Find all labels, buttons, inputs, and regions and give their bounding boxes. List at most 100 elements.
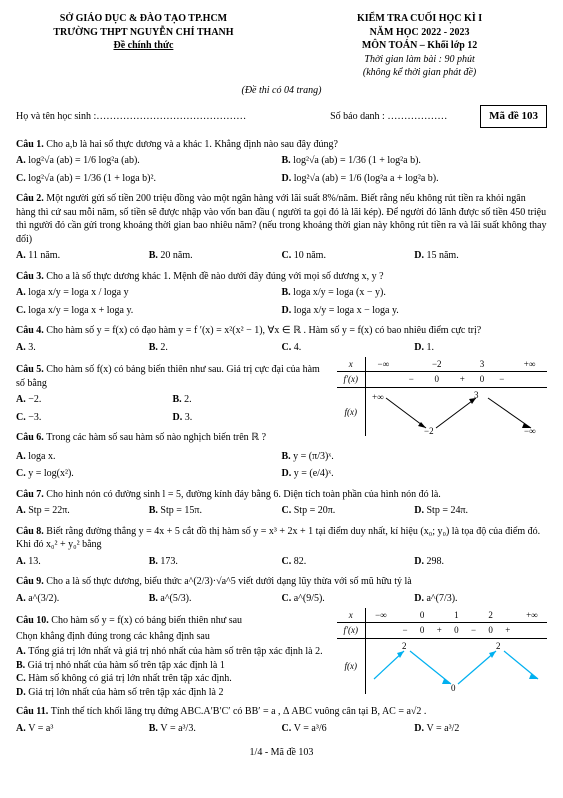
q4: Câu 4. Cho hàm số y = f(x) có đạo hàm y … <box>16 324 547 338</box>
pages-note: (Đề thi có 04 trang) <box>16 84 547 98</box>
q6-opts-2: C. y = log(x²). D. y = (e/4)ˣ. <box>16 466 547 482</box>
q4-d: D. 1. <box>414 340 547 356</box>
q2-opts: A. 11 năm. B. 20 năm. C. 10 năm. D. 15 n… <box>16 248 547 264</box>
q1-text: Cho a,b là hai số thực dương và a khác 1… <box>46 139 338 150</box>
q5-table: x −∞ −2 3 +∞ f′(x) − 0 + 0 − f(x) +∞ <box>337 357 547 447</box>
q3-text: Cho a là số thực dương khác 1. Mệnh đề n… <box>46 271 383 282</box>
q3-d: D. loga x/y = loga x − loga y. <box>282 303 548 319</box>
q2-a: A. 11 năm. <box>16 248 149 264</box>
q11-a: A. V = a³ <box>16 721 149 737</box>
q4-a: A. 3. <box>16 340 149 356</box>
q6: Câu 6. Trong các hàm số sau hàm số nào n… <box>16 431 329 445</box>
svg-text:−2: −2 <box>424 426 434 436</box>
svg-text:2: 2 <box>402 641 407 651</box>
q2-b: B. 20 năm. <box>149 248 282 264</box>
duration-note: (không kể thời gian phát đề) <box>292 66 547 80</box>
svg-text:3: 3 <box>474 390 479 400</box>
q1-b: B. log²√a (ab) = 1/36 (1 + log²a b). <box>282 153 548 169</box>
q3-opts-2: C. loga x/y = loga x + loga y. D. loga x… <box>16 303 547 319</box>
q9-text: Cho a là số thực dương, biểu thức a^(2/3… <box>46 576 411 587</box>
q10: Câu 10. Cho hàm số y = f(x) có bảng biến… <box>16 614 329 628</box>
duration: Thời gian làm bài : 90 phút <box>292 53 547 67</box>
year: NĂM HỌC 2022 - 2023 <box>292 26 547 40</box>
q1-c: C. log²√a (ab) = 1/36 (1 + loga b)². <box>16 171 282 187</box>
name-field: Họ và tên học sinh :……………………………………… <box>16 110 330 124</box>
q3-opts-1: A. loga x/y = loga x / loga y B. loga x/… <box>16 285 547 301</box>
q8: Câu 8. Biết rằng đường thẳng y = 4x + 5 … <box>16 525 547 552</box>
variation-table-2: x −∞ 0 1 2 +∞ f′(x) − 0 + 0 − 0 + f(x) <box>337 608 547 693</box>
q9: Câu 9. Cho a là số thực dương, biểu thức… <box>16 575 547 589</box>
exam-title: KIỂM TRA CUỐI HỌC KÌ I <box>292 12 547 26</box>
q6-a: A. loga x. <box>16 449 282 465</box>
q3-a: A. loga x/y = loga x / loga y <box>16 285 282 301</box>
q10-c: C. Hàm số không có giá trị lớn nhất trên… <box>16 672 329 686</box>
variation-arrows-2: 2 2 0 <box>366 639 546 694</box>
q10-sub: Chọn khẳng định đúng trong các khẳng địn… <box>16 630 329 644</box>
q10-left: Câu 10. Cho hàm số y = f(x) có bảng biến… <box>16 608 329 699</box>
q3-b: B. loga x/y = loga (x − y). <box>282 285 548 301</box>
q7: Câu 7. Cho hình nón có đường sinh l = 5,… <box>16 488 547 502</box>
q11-b: B. V = a³/3. <box>149 721 282 737</box>
q3-c: C. loga x/y = loga x + loga y. <box>16 303 282 319</box>
q5-a: A. −2. <box>16 392 173 408</box>
q9-b: B. a^(5/3). <box>149 591 282 607</box>
q11-c: C. V = a³/6 <box>282 721 415 737</box>
svg-text:2: 2 <box>496 641 501 651</box>
footer: 1/4 - Mã đề 103 <box>16 746 547 760</box>
header-left: SỞ GIÁO DỤC & ĐÀO TẠO TP.HCM TRƯỜNG THPT… <box>16 12 271 80</box>
header: SỞ GIÁO DỤC & ĐÀO TẠO TP.HCM TRƯỜNG THPT… <box>16 12 547 80</box>
q5-b: B. 2. <box>173 392 330 408</box>
q3: Câu 3. Cho a là số thực dương khác 1. Mệ… <box>16 270 547 284</box>
q1-d: D. log²√a (ab) = 1/6 (log²a a + log²a b)… <box>282 171 548 187</box>
dept: SỞ GIÁO DỤC & ĐÀO TẠO TP.HCM <box>16 12 271 26</box>
q4-c: C. 4. <box>282 340 415 356</box>
q10-a: A. Tổng giá trị lớn nhất và giá trị nhỏ … <box>16 645 329 659</box>
q7-d: D. Stp = 24π. <box>414 503 547 519</box>
exam-code: Mã đề 103 <box>480 105 547 128</box>
q2-text: Một người gửi số tiền 200 triệu đồng vào… <box>16 193 546 245</box>
q6-text: Trong các hàm số sau hàm số nào nghịch b… <box>46 432 266 443</box>
q7-b: B. Stp = 15π. <box>149 503 282 519</box>
q6-b: B. y = (π/3)ˣ. <box>282 449 548 465</box>
q7-text: Cho hình nón có đường sinh l = 5, đường … <box>46 489 441 500</box>
q1-opts-1: A. log²√a (ab) = 1/6 log²a (ab). B. log²… <box>16 153 547 169</box>
variation-table-1: x −∞ −2 3 +∞ f′(x) − 0 + 0 − f(x) +∞ <box>337 357 547 435</box>
q8-b: B. 173. <box>149 554 282 570</box>
q5-left: Câu 5. Cho hàm số f(x) có bảng biến thiê… <box>16 357 329 447</box>
q5-wrap: Câu 5. Cho hàm số f(x) có bảng biến thiê… <box>16 357 547 447</box>
q4-text: Cho hàm số y = f(x) có đạo hàm y = f ′(x… <box>46 325 481 336</box>
q5-text: Cho hàm số f(x) có bảng biến thiên như s… <box>16 364 320 389</box>
q6-opts-1: A. loga x. B. y = (π/3)ˣ. <box>16 449 547 465</box>
q8-c: C. 82. <box>282 554 415 570</box>
q7-c: C. Stp = 20π. <box>282 503 415 519</box>
q7-a: A. Stp = 22π. <box>16 503 149 519</box>
header-right: KIỂM TRA CUỐI HỌC KÌ I NĂM HỌC 2022 - 20… <box>292 12 547 80</box>
official: Đề chính thức <box>16 39 271 53</box>
q5-d: D. 3. <box>173 410 330 426</box>
q1-opts-2: C. log²√a (ab) = 1/36 (1 + loga b)². D. … <box>16 171 547 187</box>
q7-opts: A. Stp = 22π. B. Stp = 15π. C. Stp = 20π… <box>16 503 547 519</box>
q4-b: B. 2. <box>149 340 282 356</box>
id-field: Số báo danh : ……………… <box>330 110 480 124</box>
q9-d: D. a^(7/3). <box>414 591 547 607</box>
svg-text:−∞: −∞ <box>524 426 536 436</box>
q5-opts-2: C. −3. D. 3. <box>16 410 329 426</box>
subject: MÔN TOÁN – Khối lớp 12 <box>292 39 547 53</box>
school: TRƯỜNG THPT NGUYỄN CHÍ THANH <box>16 26 271 40</box>
q2-d: D. 15 năm. <box>414 248 547 264</box>
q1-a: A. log²√a (ab) = 1/6 log²a (ab). <box>16 153 282 169</box>
q8-opts: A. 13. B. 173. C. 82. D. 298. <box>16 554 547 570</box>
q8-a: A. 13. <box>16 554 149 570</box>
q5-c: C. −3. <box>16 410 173 426</box>
q8-d: D. 298. <box>414 554 547 570</box>
q10-b: B. Giá trị nhỏ nhất của hàm số trên tập … <box>16 659 329 673</box>
q9-c: C. a^(9/5). <box>282 591 415 607</box>
q10-wrap: Câu 10. Cho hàm số y = f(x) có bảng biến… <box>16 608 547 699</box>
q11-opts: A. V = a³ B. V = a³/3. C. V = a³/6 D. V … <box>16 721 547 737</box>
info-row: Họ và tên học sinh :……………………………………… Số b… <box>16 105 547 128</box>
q6-d: D. y = (e/4)ˣ. <box>282 466 548 482</box>
q11: Câu 11. Tính thể tích khối lăng trụ đứng… <box>16 705 547 719</box>
q2-c: C. 10 năm. <box>282 248 415 264</box>
q1: Câu 1. Cho a,b là hai số thực dương và a… <box>16 138 547 152</box>
svg-text:0: 0 <box>451 683 456 693</box>
